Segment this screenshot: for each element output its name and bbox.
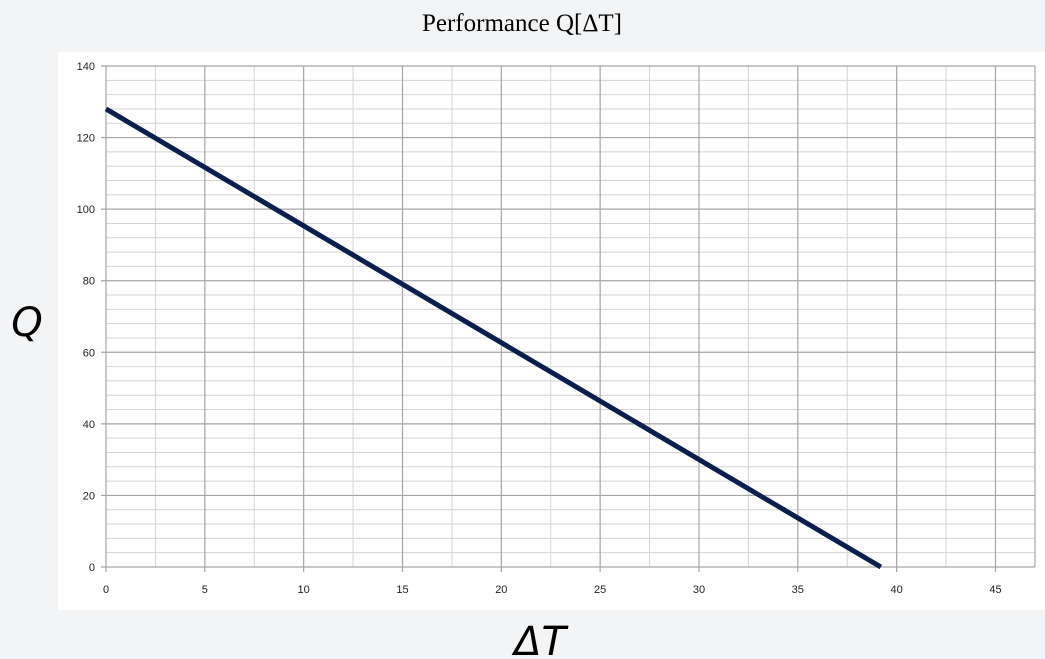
y-axis-tick-labels: 0 20 40 60 80 100 120 140: [77, 61, 95, 574]
y-tick-label: 20: [83, 490, 95, 502]
x-tick-label: 40: [891, 584, 903, 596]
x-tick-label: 35: [792, 584, 804, 596]
x-tick-label: 10: [298, 584, 310, 596]
y-tick-label: 0: [89, 562, 95, 574]
x-tick-label: 25: [594, 584, 606, 596]
major-gridlines: [101, 65, 1036, 572]
x-tick-label: 20: [495, 584, 507, 596]
chart-title: Performance Q[ΔT]: [422, 10, 622, 37]
series-layer: [104, 106, 883, 570]
x-axis-tick-labels: 0 5 10 15 20 25 30 35 40 45: [103, 584, 1002, 596]
x-axis-label: ΔT: [511, 619, 569, 659]
plot-panel: [58, 52, 1045, 610]
y-tick-label: 60: [83, 347, 95, 359]
y-tick-label: 80: [83, 276, 95, 288]
series-line: [104, 106, 883, 570]
y-tick-label: 140: [77, 61, 95, 73]
y-axis-label: Q: [11, 300, 42, 346]
minor-gridlines: [106, 66, 1035, 567]
y-tick-label: 100: [77, 204, 95, 216]
x-tick-label: 15: [396, 584, 408, 596]
x-tick-label: 30: [693, 584, 705, 596]
x-tick-label: 5: [202, 584, 208, 596]
x-tick-label: 0: [103, 584, 109, 596]
y-tick-label: 40: [83, 419, 95, 431]
y-tick-label: 120: [77, 133, 95, 145]
x-tick-label: 45: [989, 584, 1001, 596]
